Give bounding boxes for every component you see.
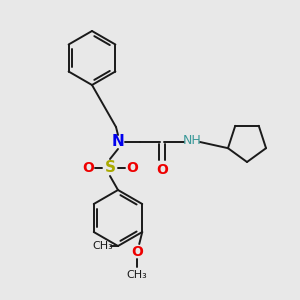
Text: CH₃: CH₃ [93,241,113,251]
Text: CH₃: CH₃ [127,270,148,280]
Text: O: O [126,161,138,175]
Text: O: O [156,163,168,177]
Text: N: N [112,134,124,149]
Text: O: O [131,245,143,259]
Text: S: S [104,160,116,175]
Text: O: O [82,161,94,175]
Text: NH: NH [183,134,201,148]
